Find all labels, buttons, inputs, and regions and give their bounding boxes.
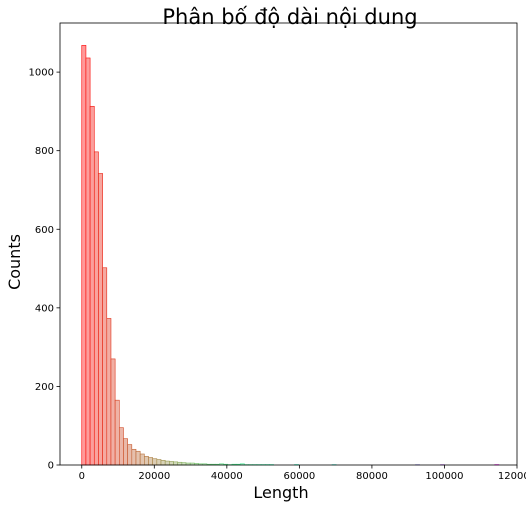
histogram-bar <box>144 456 149 466</box>
x-tick-label: 60000 <box>283 471 315 482</box>
y-tick-label: 0 <box>48 461 54 472</box>
y-axis-label: Counts <box>5 234 24 290</box>
histogram-bar <box>127 444 133 466</box>
histogram-bar <box>131 448 137 466</box>
plot-area-frame <box>59 22 518 466</box>
histogram-bar <box>102 267 108 466</box>
histogram-bar <box>135 450 141 466</box>
histogram-bar <box>123 438 128 466</box>
histogram-bar <box>114 399 120 466</box>
y-tick-label: 600 <box>35 225 54 236</box>
chart-title: Phân bố độ dài nội dung <box>162 5 417 29</box>
x-tick-label: 0 <box>79 471 85 482</box>
histogram-bar <box>148 457 153 466</box>
x-axis-label: Length <box>253 483 308 502</box>
histogram-bars <box>81 45 500 466</box>
y-tick-label: 400 <box>35 303 54 314</box>
histogram-bar <box>106 318 112 466</box>
y-axis-ticks: 0 200 400 600 800 1000 <box>29 68 60 472</box>
histogram-bar <box>152 458 158 466</box>
y-tick-label: 200 <box>35 382 54 393</box>
histogram-bar <box>89 105 95 466</box>
histogram-bar <box>169 461 174 466</box>
x-tick-label: 80000 <box>356 471 388 482</box>
x-tick-label: 20000 <box>138 471 170 482</box>
y-tick-label: 800 <box>35 146 54 157</box>
x-axis-ticks: 0 20000 40000 60000 80000 100000 120000 <box>79 465 526 482</box>
histogram-bar <box>98 173 103 466</box>
histogram-bar <box>156 459 162 466</box>
y-tick-label: 1000 <box>29 68 54 79</box>
x-tick-label: 120000 <box>498 471 526 482</box>
histogram-bar <box>81 45 87 466</box>
histogram-bar <box>160 459 166 466</box>
x-tick-label: 100000 <box>425 471 463 482</box>
x-tick-label: 40000 <box>211 471 243 482</box>
histogram-bar <box>139 453 145 466</box>
histogram-bar <box>85 57 91 466</box>
histogram-bar <box>119 427 124 466</box>
histogram-bar <box>177 461 183 466</box>
histogram-bar <box>93 151 99 466</box>
histogram-bar <box>110 358 116 466</box>
histogram-bar <box>164 460 170 466</box>
histogram-bar <box>173 461 178 466</box>
